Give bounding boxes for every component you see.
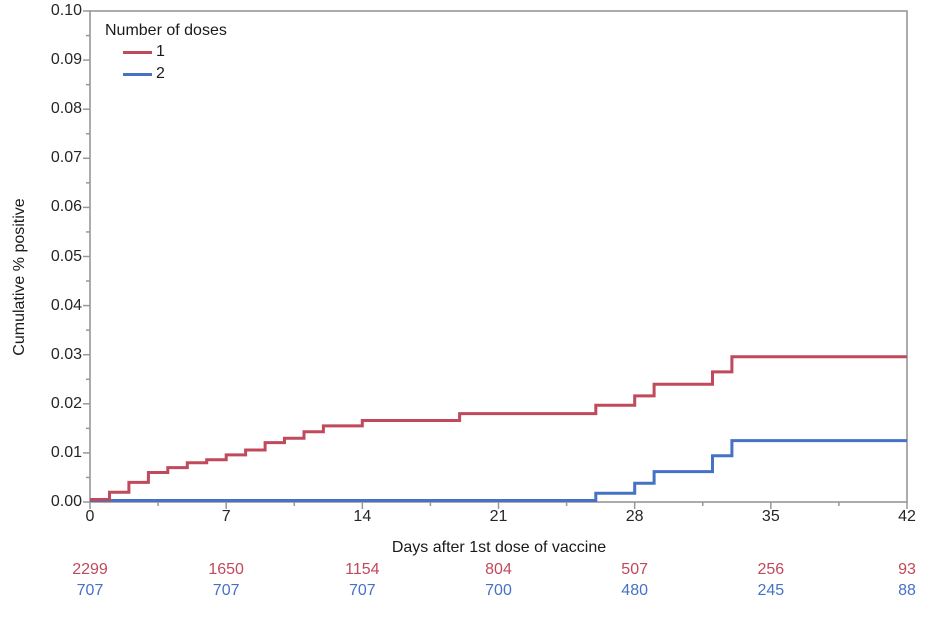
- x-tick-label: 21: [489, 508, 508, 525]
- y-tick-label: 0.06: [50, 198, 82, 216]
- y-tick-label: 0.05: [50, 247, 82, 265]
- legend-line-swatch-dose-2-icon: [123, 72, 152, 76]
- y-tick-label: 0.07: [50, 149, 82, 167]
- legend-label-dose-2: 2: [156, 65, 165, 82]
- x-tick-label: 35: [761, 508, 780, 525]
- y-axis-title: Cumulative % positive: [11, 198, 28, 356]
- legend: Number of doses 1 2: [105, 21, 227, 85]
- legend-label-dose-1: 1: [156, 43, 165, 60]
- at-risk-count-dose-1: 1650: [208, 561, 244, 578]
- y-tick-label: 0.08: [50, 100, 82, 118]
- at-risk-count-dose-2: 707: [348, 582, 376, 599]
- at-risk-count-dose-1: 2299: [72, 561, 108, 578]
- x-axis-title: Days after 1st dose of vaccine: [391, 539, 607, 556]
- y-tick-label: 0.04: [50, 296, 82, 314]
- legend-item-dose-2: 2: [123, 63, 227, 85]
- x-tick-label: 14: [353, 508, 372, 525]
- x-tick-label: 42: [898, 508, 916, 525]
- legend-line-swatch-dose-1-icon: [123, 50, 152, 54]
- at-risk-count-dose-2: 707: [212, 582, 240, 599]
- at-risk-count-dose-2: 245: [757, 582, 785, 599]
- y-tick-label: 0.10: [50, 2, 82, 19]
- y-tick-label: 0.01: [50, 443, 82, 461]
- y-tick-label: 0.09: [50, 51, 82, 69]
- x-tick-label: 0: [85, 508, 95, 525]
- legend-item-dose-1: 1: [123, 41, 227, 63]
- at-risk-count-dose-1: 1154: [345, 561, 380, 578]
- at-risk-count-dose-1: 507: [621, 561, 648, 578]
- y-tick-label: 0.02: [50, 394, 82, 412]
- at-risk-count-dose-2: 480: [621, 582, 648, 599]
- at-risk-count-dose-2: 700: [485, 582, 512, 599]
- at-risk-count-dose-1: 93: [898, 561, 916, 578]
- series-line-dose-2: [90, 439, 907, 502]
- at-risk-count-dose-1: 256: [757, 561, 785, 578]
- at-risk-count-dose-2: 707: [76, 582, 104, 599]
- y-tick-label: 0.03: [50, 345, 82, 363]
- at-risk-count-dose-1: 804: [485, 561, 512, 578]
- at-risk-count-dose-2: 88: [898, 582, 916, 599]
- x-tick-label: 28: [625, 508, 644, 525]
- legend-title: Number of doses: [105, 22, 227, 39]
- x-tick-label: 7: [221, 508, 231, 525]
- y-tick-label: 0.00: [50, 493, 82, 510]
- series-line-dose-1: [90, 355, 907, 501]
